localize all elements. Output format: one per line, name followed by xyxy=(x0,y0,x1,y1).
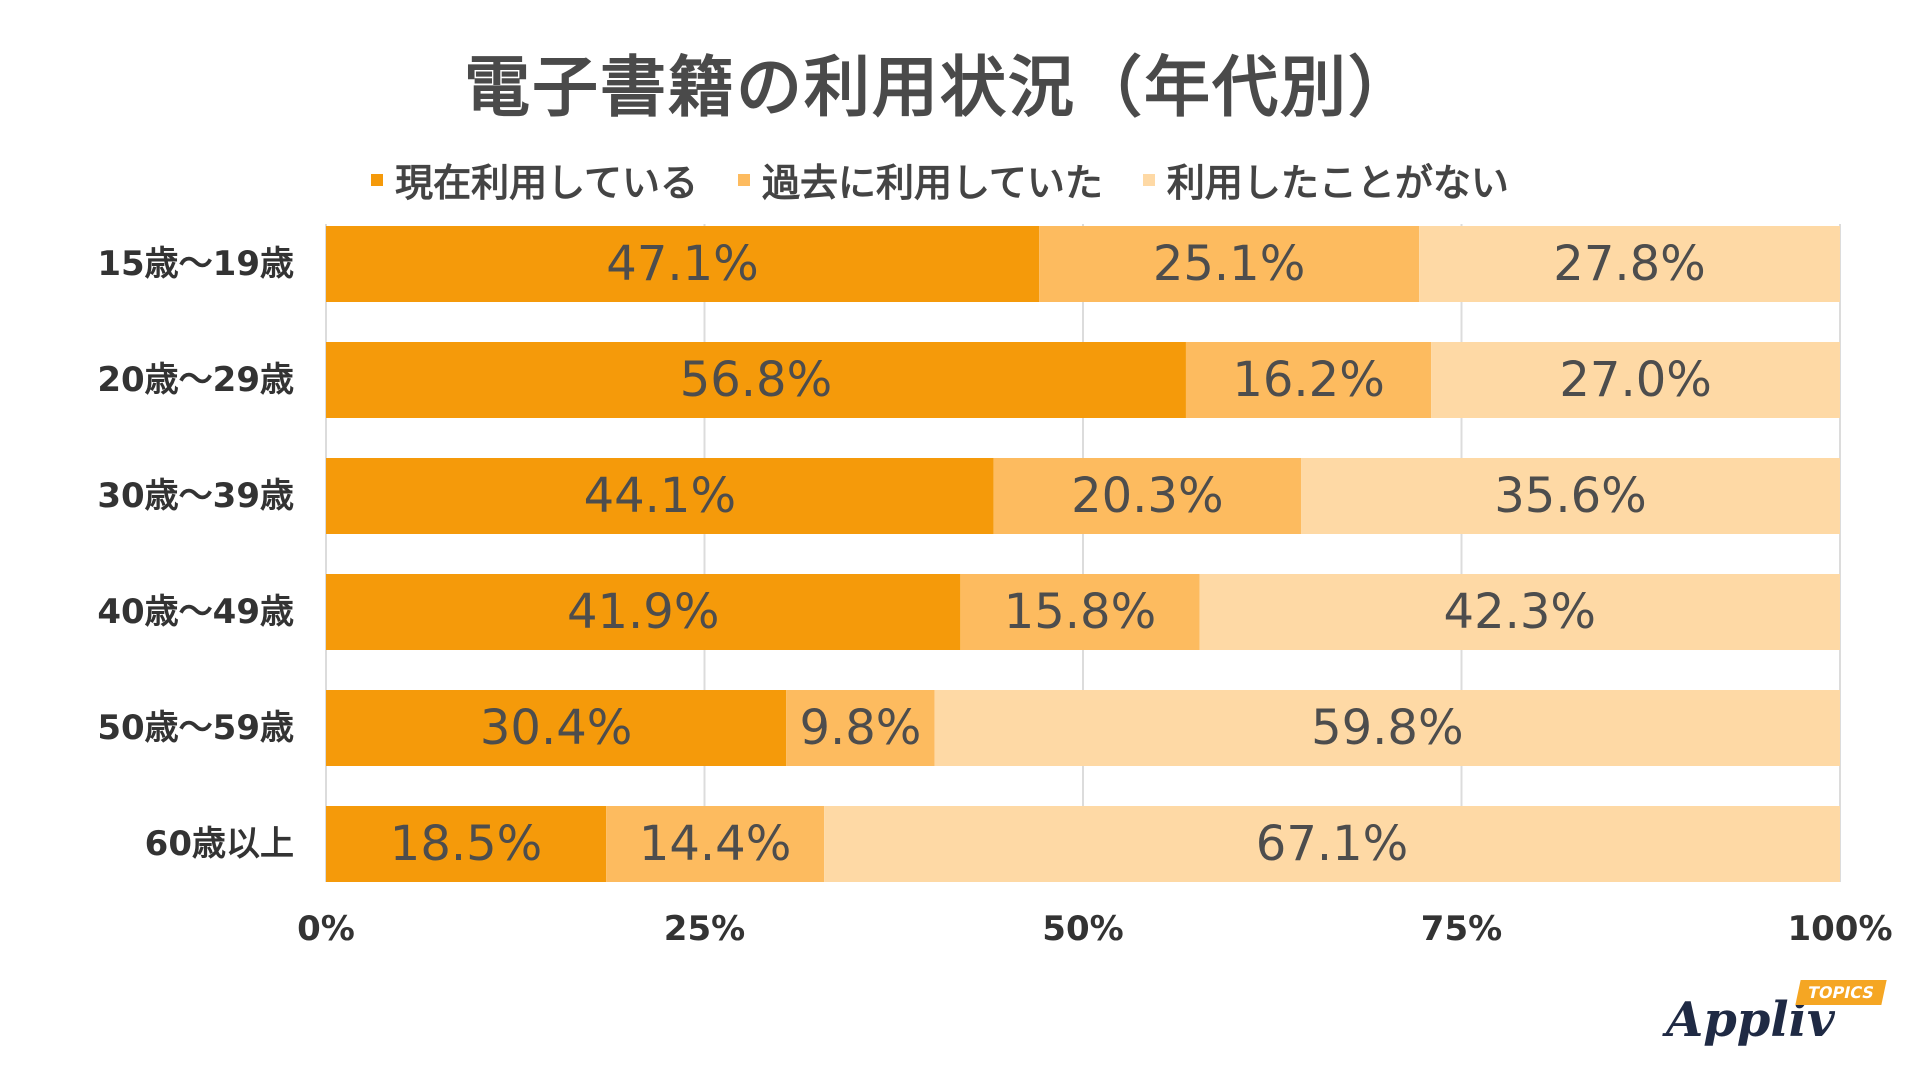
bar-segment xyxy=(326,574,961,650)
data-label: 35.6% xyxy=(1494,468,1646,524)
data-label: 20.3% xyxy=(1071,468,1223,524)
data-label: 59.8% xyxy=(1311,700,1463,756)
data-label: 27.0% xyxy=(1559,352,1711,408)
data-label: 42.3% xyxy=(1444,584,1596,640)
x-tick-label: 50% xyxy=(1042,909,1123,949)
bar-segment xyxy=(326,342,1186,418)
appliv-logo: Appliv TOPICS xyxy=(1666,980,1887,1050)
bar-segment xyxy=(786,690,935,766)
category-label: 20歳〜29歳 xyxy=(97,360,294,400)
data-label: 56.8% xyxy=(680,352,832,408)
category-label: 40歳〜49歳 xyxy=(97,592,294,632)
logo-badge: TOPICS xyxy=(1795,980,1887,1005)
grid-lines xyxy=(325,224,1841,882)
x-tick-label: 100% xyxy=(1787,909,1892,949)
legend-label-past: 過去に利用していた xyxy=(761,161,1103,205)
category-labels: 15歳〜19歳 20歳〜29歳 30歳〜39歳 40歳〜49歳 50歳〜59歳 60歳以上 xyxy=(97,244,294,864)
legend-label-never: 利用したことがない xyxy=(1166,161,1509,205)
x-tick-label: 75% xyxy=(1421,909,1502,949)
category-label: 50歳〜59歳 xyxy=(97,708,294,748)
data-label: 18.5% xyxy=(390,816,542,872)
chart-title: 電子書籍の利用状況（年代別） xyxy=(464,49,1416,126)
x-tick-labels: 0% 25% 50% 75% 100% xyxy=(297,909,1892,949)
legend-label-current: 現在利用している xyxy=(395,161,698,205)
data-label: 47.1% xyxy=(606,236,758,292)
bar-segment xyxy=(1039,226,1420,302)
bar-segment xyxy=(1419,226,1840,302)
bar-segment xyxy=(1431,342,1840,418)
category-label: 60歳以上 xyxy=(145,824,294,864)
bar-segment xyxy=(606,806,825,882)
bar-segment xyxy=(1185,342,1432,418)
legend: 現在利用している 過去に利用していた 利用したことがない xyxy=(0,152,1880,207)
category-label: 30歳〜39歳 xyxy=(97,476,294,516)
legend-swatch-past xyxy=(737,173,750,186)
legend-item-past: 過去に利用していた xyxy=(737,152,1103,207)
bar-segment xyxy=(934,690,1840,766)
bars xyxy=(326,226,1840,882)
data-label: 14.4% xyxy=(639,816,791,872)
bar-segment xyxy=(326,458,994,534)
legend-item-current: 現在利用している xyxy=(371,152,698,207)
bar-segment xyxy=(1199,574,1840,650)
data-labels: 47.1% 25.1% 27.8% 56.8% 16.2% 27.0% 44.1% 20.3%… xyxy=(390,236,1712,872)
data-label: 16.2% xyxy=(1232,352,1384,408)
x-tick-label: 0% xyxy=(297,909,355,949)
data-label: 9.8% xyxy=(799,700,921,756)
data-label: 15.8% xyxy=(1004,584,1156,640)
bar-segment xyxy=(960,574,1200,650)
data-label: 41.9% xyxy=(567,584,719,640)
category-label: 15歳〜19歳 xyxy=(97,244,294,284)
bar-segment xyxy=(326,226,1040,302)
data-label: 67.1% xyxy=(1256,816,1408,872)
bar-segment xyxy=(824,806,1840,882)
bar-segment xyxy=(993,458,1302,534)
legend-swatch-current xyxy=(371,173,384,186)
data-label: 25.1% xyxy=(1153,236,1305,292)
data-label: 27.8% xyxy=(1553,236,1705,292)
legend-swatch-never xyxy=(1142,173,1155,186)
x-tick-label: 25% xyxy=(664,909,745,949)
data-label: 30.4% xyxy=(480,700,632,756)
bar-segment xyxy=(326,690,787,766)
legend-item-never: 利用したことがない xyxy=(1142,152,1509,207)
data-label: 44.1% xyxy=(584,468,736,524)
bar-segment xyxy=(1301,458,1840,534)
bar-segment xyxy=(326,806,607,882)
